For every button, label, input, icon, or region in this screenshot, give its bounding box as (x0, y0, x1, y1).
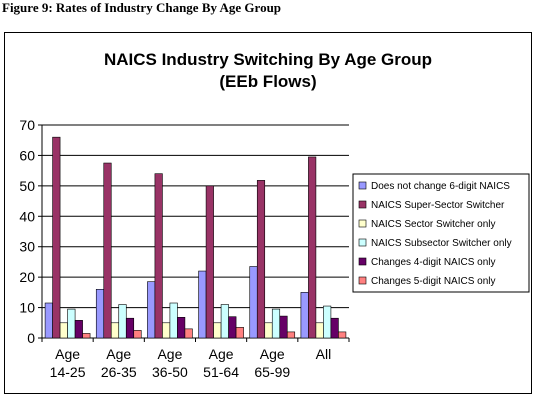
bar (177, 317, 186, 339)
y-tick-label: 10 (19, 300, 35, 316)
bar (323, 305, 332, 339)
bar (279, 315, 288, 339)
legend-swatch (358, 238, 367, 247)
chart-svg: NAICS Industry Switching By Age Group (EE… (19, 50, 530, 380)
bar (308, 156, 317, 339)
bar (147, 281, 156, 339)
bar (213, 322, 222, 339)
legend-label: Does not change 6-digit NAICS (371, 181, 510, 192)
legend-swatch (358, 200, 367, 209)
bar (228, 316, 237, 339)
bar (103, 162, 112, 339)
bar (59, 322, 68, 339)
bar (95, 289, 105, 339)
chart-title-line: NAICS Industry Switching By Age Group (104, 50, 432, 69)
bar (330, 317, 339, 339)
legend-swatch (358, 219, 367, 228)
x-tick-label: 36-50 (152, 364, 188, 380)
bar (256, 180, 266, 339)
bar (52, 136, 61, 339)
bar (154, 173, 163, 339)
x-tick-label: Age (157, 346, 182, 362)
x-tick-label: Age (260, 346, 285, 362)
legend-label: Changes 4-digit NAICS only (371, 257, 496, 268)
bar (67, 308, 76, 339)
bar (44, 302, 53, 339)
bar (220, 304, 229, 339)
bar (198, 270, 207, 339)
bar (338, 331, 347, 339)
legend-swatch (358, 181, 367, 190)
y-tick-label: 70 (19, 117, 35, 133)
bar (133, 330, 142, 339)
y-tick-label: 60 (19, 147, 35, 163)
bar (125, 317, 135, 339)
bar (264, 322, 273, 339)
x-tick-label: Age (106, 346, 131, 362)
figure-caption: Figure 9: Rates of Industry Change By Ag… (2, 0, 282, 15)
bar (118, 304, 127, 339)
legend-swatch (358, 276, 367, 285)
legend-label: NAICS Super-Sector Switcher (371, 200, 505, 211)
x-tick-label: 51-64 (203, 364, 239, 380)
bar (110, 322, 120, 339)
x-tick-label: 14-25 (50, 364, 86, 380)
bar (82, 333, 91, 339)
chart-title-line: (EEb Flows) (219, 72, 316, 91)
x-tick-label: 65-99 (254, 364, 290, 380)
bar (271, 308, 281, 339)
bar (205, 185, 214, 339)
x-tick-label: All (316, 346, 332, 362)
y-tick-label: 30 (19, 239, 35, 255)
chart-area: NAICS Industry Switching By Age Group (EE… (4, 32, 532, 394)
bar (235, 327, 244, 339)
bar (249, 266, 258, 339)
bar (184, 328, 193, 339)
bar (162, 322, 171, 339)
y-tick-label: 0 (27, 330, 35, 346)
legend-label: NAICS Subsector Switcher only (371, 238, 512, 249)
bar (286, 331, 296, 339)
x-tick-label: 26-35 (101, 364, 137, 380)
bar (74, 320, 83, 339)
bar (315, 322, 324, 339)
y-tick-label: 40 (19, 208, 35, 224)
legend-swatch (358, 257, 367, 266)
y-tick-label: 50 (19, 178, 35, 194)
x-tick-label: Age (209, 346, 234, 362)
bar (169, 302, 178, 339)
x-tick-label: Age (55, 346, 80, 362)
bar (300, 292, 309, 339)
legend-label: NAICS Sector Switcher only (371, 219, 496, 230)
legend-label: Changes 5-digit NAICS only (371, 276, 496, 287)
y-tick-label: 20 (19, 269, 35, 285)
legend-box (352, 173, 530, 293)
